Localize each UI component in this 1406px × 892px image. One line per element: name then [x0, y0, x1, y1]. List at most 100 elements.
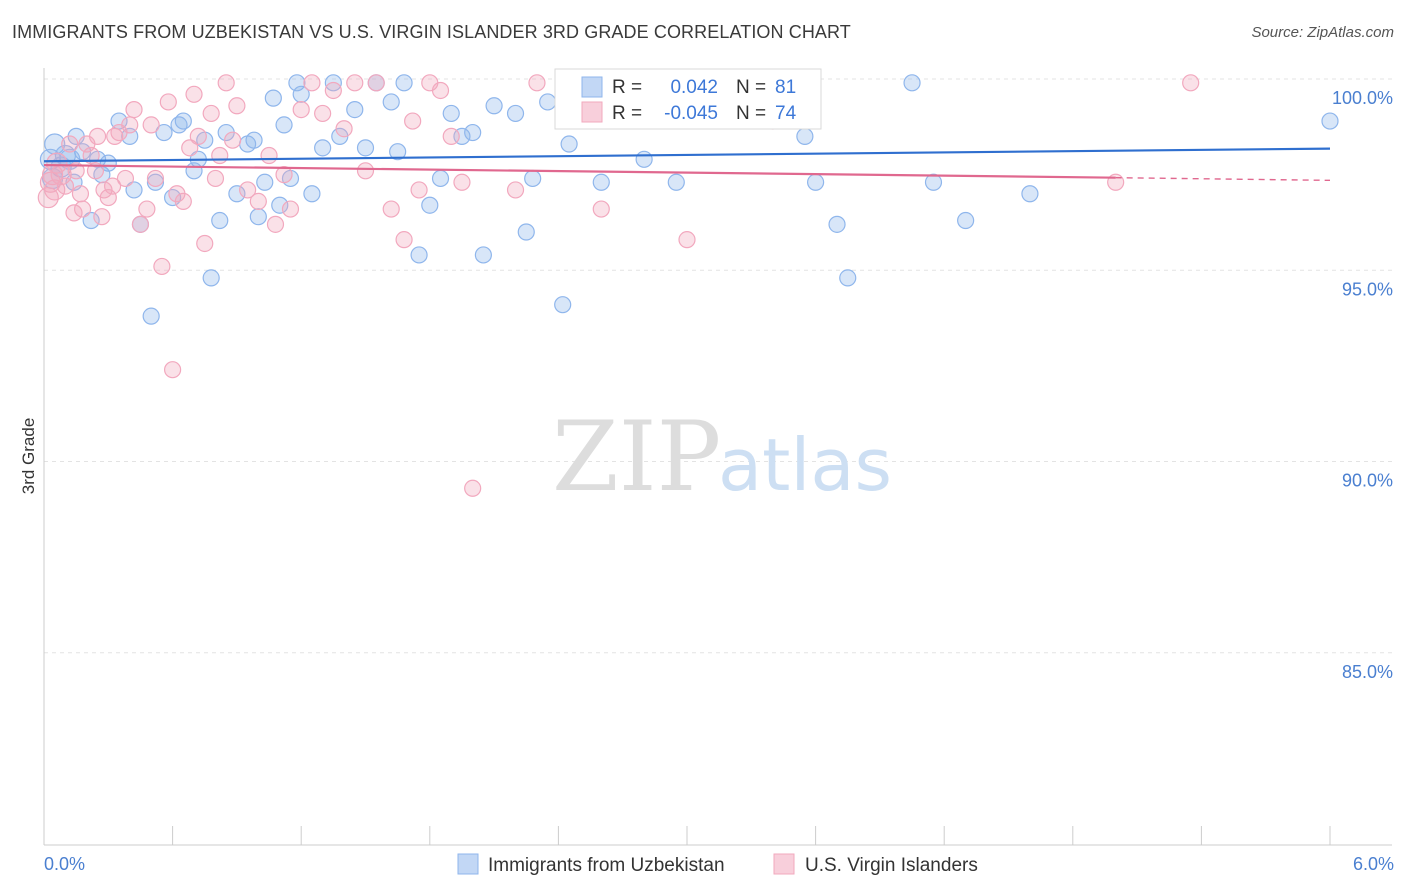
point-uzbekistan: [228, 185, 246, 203]
point-virgin-islanders: [138, 200, 156, 218]
point-uzbekistan: [99, 154, 117, 172]
point-uzbekistan: [142, 307, 160, 325]
legend-swatch-virgin-islanders: [773, 853, 795, 875]
point-virgin-islanders: [324, 81, 342, 100]
point-virgin-islanders: [103, 177, 122, 195]
y-tick-label: 90.0%: [1342, 471, 1393, 491]
stats-swatch-virgin-islanders: [581, 101, 603, 123]
legend-label-virgin-islanders: U.S. Virgin Islanders: [805, 855, 978, 876]
point-virgin-islanders: [431, 81, 450, 100]
trend-line-extension: [1115, 176, 1331, 182]
point-virgin-islanders: [116, 169, 135, 188]
legend-label-uzbekistan: Immigrants from Uzbekistan: [488, 855, 725, 876]
legend: Immigrants from Uzbekistan U.S. Virgin I…: [457, 853, 978, 876]
point-virgin-islanders: [164, 361, 182, 379]
point-virgin-islanders: [224, 131, 242, 149]
point-virgin-islanders: [453, 173, 471, 191]
point-uzbekistan: [592, 173, 610, 191]
point-virgin-islanders: [404, 112, 422, 130]
trend-line-virgin-islanders: [43, 163, 1116, 179]
point-virgin-islanders: [217, 74, 235, 92]
axes: 85.0% 90.0% 95.0% 100.0%: [43, 68, 1393, 846]
point-virgin-islanders: [292, 100, 310, 119]
point-virgin-islanders: [395, 231, 413, 249]
stats-n-value-virgin-islanders: 74: [775, 103, 797, 124]
scatter-points: [37, 74, 1339, 497]
point-uzbekistan: [635, 150, 653, 168]
chart-title: IMMIGRANTS FROM UZBEKISTAN VS U.S. VIRGI…: [12, 22, 851, 42]
legend-swatch-uzbekistan: [457, 853, 479, 875]
point-uzbekistan: [292, 85, 310, 103]
point-virgin-islanders: [410, 181, 428, 199]
stats-swatch-uzbekistan: [581, 76, 603, 98]
watermark-zip: ZIP: [552, 401, 721, 513]
point-uzbekistan: [431, 169, 450, 188]
point-uzbekistan: [924, 173, 943, 191]
stats-r-label-virgin-islanders: R =: [612, 103, 642, 124]
point-virgin-islanders: [181, 139, 199, 157]
point-uzbekistan: [1321, 112, 1339, 130]
y-tick-label: 95.0%: [1342, 279, 1393, 299]
point-virgin-islanders: [174, 192, 192, 210]
y-tick-label: 100.0%: [1332, 88, 1393, 108]
point-virgin-islanders: [65, 204, 83, 222]
trend-line-uzbekistan: [43, 147, 1331, 163]
point-uzbekistan: [314, 139, 332, 157]
point-virgin-islanders: [678, 231, 696, 249]
point-virgin-islanders: [281, 200, 300, 218]
trend-lines: [43, 147, 1331, 182]
point-virgin-islanders: [61, 135, 79, 153]
y-tick-label: 85.0%: [1342, 662, 1393, 682]
point-virgin-islanders: [153, 257, 171, 276]
point-virgin-islanders: [125, 100, 143, 119]
point-uzbekistan: [474, 246, 492, 264]
point-uzbekistan: [517, 223, 535, 241]
point-uzbekistan: [524, 169, 542, 188]
point-virgin-islanders: [382, 200, 400, 218]
point-uzbekistan: [1021, 185, 1039, 203]
point-uzbekistan: [356, 139, 375, 157]
point-uzbekistan: [464, 123, 482, 142]
point-uzbekistan: [82, 211, 100, 230]
point-virgin-islanders: [367, 74, 385, 92]
point-virgin-islanders: [131, 215, 150, 233]
point-uzbekistan: [202, 269, 220, 287]
point-uzbekistan: [667, 173, 685, 191]
point-uzbekistan: [796, 127, 814, 145]
y-axis-label: 3rd Grade: [19, 418, 38, 495]
stats-n-value-uzbekistan: 81: [775, 77, 796, 98]
point-uzbekistan: [249, 208, 267, 226]
point-uzbekistan: [395, 74, 413, 92]
point-virgin-islanders: [121, 116, 139, 134]
point-uzbekistan: [125, 181, 143, 199]
point-uzbekistan: [146, 173, 165, 191]
point-virgin-islanders: [346, 74, 364, 92]
point-virgin-islanders: [506, 181, 525, 199]
point-virgin-islanders: [211, 146, 229, 165]
point-uzbekistan: [382, 93, 400, 111]
point-uzbekistan: [389, 143, 407, 161]
point-virgin-islanders: [146, 169, 165, 188]
gridlines: [44, 78, 1392, 654]
point-uzbekistan: [442, 104, 460, 123]
stats-r-value-uzbekistan: 0.042: [670, 77, 718, 98]
watermark: ZIP atlas: [552, 401, 892, 513]
point-uzbekistan: [539, 93, 557, 111]
point-uzbekistan: [410, 246, 428, 264]
point-uzbekistan: [554, 296, 572, 314]
point-uzbekistan: [44, 133, 66, 155]
x-tick-label-min: 0.0%: [44, 854, 85, 874]
point-virgin-islanders: [71, 185, 90, 203]
point-virgin-islanders: [275, 166, 293, 184]
point-virgin-islanders: [93, 208, 111, 226]
point-uzbekistan: [560, 135, 578, 153]
point-uzbekistan: [155, 123, 173, 142]
point-virgin-islanders: [260, 146, 278, 165]
point-uzbekistan: [903, 74, 921, 92]
point-virgin-islanders: [228, 97, 246, 115]
point-virgin-islanders: [88, 127, 107, 145]
point-virgin-islanders: [73, 200, 92, 218]
point-uzbekistan: [264, 89, 282, 107]
point-uzbekistan: [485, 97, 503, 115]
stats-r-value-virgin-islanders: -0.045: [664, 103, 718, 124]
